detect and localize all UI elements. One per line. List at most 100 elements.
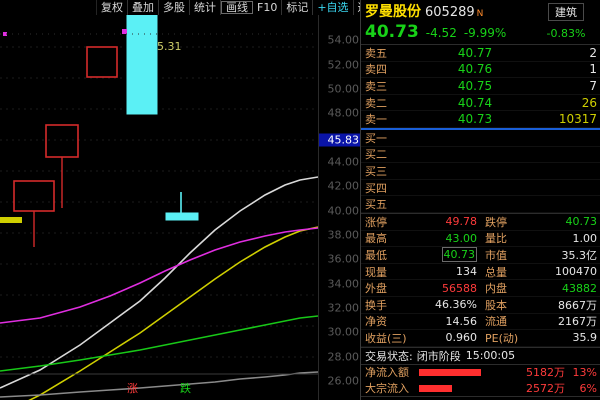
stat-value: 35.3亿 [561,248,598,262]
stat-value: 2167万 [558,315,597,329]
chart-price-label: 5.31 [157,40,182,53]
ask-level-label: 卖四 [365,63,387,77]
ask-volume: 26 [581,95,597,110]
toolbar-button-2[interactable]: 多股 [159,0,190,15]
stats-row-2: 最低 40.73 市值 35.3亿 [361,247,600,264]
axis-tick-0: 54.00 [327,33,360,47]
stat-key: 现量 [365,265,387,279]
stats-row-1: 最高 43.00 量比 1.00 [361,231,600,248]
stat-key: 最低 [365,248,387,262]
ask-price: 40.73 [457,112,493,127]
candles [0,15,199,247]
stat-key: 涨停 [365,215,387,229]
sector-box[interactable]: 建筑 [535,3,597,21]
stats-row-7: 收益(三) 0.960 PE(动) 35.9 [361,330,600,347]
flow-percent: 6% [579,381,597,395]
stat-cell-5-1: 股本 8667万 [481,297,600,313]
stats-row-0: 涨停 49.78 跌停 40.73 [361,214,600,231]
bid-row-1[interactable]: 买二 [361,147,600,164]
candle-current-cyan [165,192,199,221]
quote-panel: 罗曼股份 605289 N 建筑 40.73 -4.52 -9.99% -0.8… [360,0,600,400]
stat-value: 1.00 [572,231,598,245]
bid-row-3[interactable]: 买四 [361,180,600,197]
chart-legend: 涨 跌 [0,380,318,396]
ma-line-green [0,315,318,372]
stat-cell-3-0: 现量 134 [361,264,481,280]
candle-up-3 [86,46,118,78]
bid-level-label: 买二 [365,148,387,162]
stat-key: 换手 [365,298,387,312]
stat-key: 流通 [485,315,507,329]
flow-label: 大宗流入 [365,382,409,396]
stat-value: 100470 [555,265,597,279]
toolbar-button-4[interactable]: 画线 [221,1,253,14]
axis-cursor-price: 45.83 [319,133,361,147]
price-change-percent: -9.99% [463,26,507,40]
ask-row-0[interactable]: 卖五 40.77 2 [361,45,600,62]
stat-key: 外盘 [365,282,387,296]
chart-gridlines [0,33,318,374]
axis-tick-6: 40.00 [327,204,360,218]
stat-key: 净资 [365,315,387,329]
axis-tick-4: 44.00 [327,155,360,169]
cursor-marks [3,29,127,36]
tick-row-0[interactable]: 14:5440.731B [361,397,600,400]
stat-cell-0-1: 跌停 40.73 [481,214,600,230]
toolbar-button-3[interactable]: 统计 [190,0,221,15]
quote-header: 罗曼股份 605289 N 建筑 40.73 -4.52 -9.99% -0.8… [361,0,600,45]
legend-down-marker: 跌 [180,382,191,395]
ask-price: 40.74 [457,95,493,110]
stat-value: 35.9 [572,331,598,345]
stat-key: 收益(三) [365,331,407,345]
stat-cell-5-0: 换手 46.36% [361,297,481,313]
flow-amount: 2572万 [526,382,565,396]
bid-level-label: 买四 [365,181,387,195]
stat-key: 内盘 [485,282,507,296]
toolbar-button-7[interactable]: +自选 [313,0,354,15]
flow-row-1: 大宗流入 2572万 6% [361,380,600,396]
bid-row-0[interactable]: 买一 [361,130,600,147]
stat-key: 市值 [485,248,507,262]
tick-list[interactable]: 14:5440.731B14:5440.731B [361,397,600,400]
ask-level-label: 卖三 [365,79,387,93]
ask-level-label: 卖一 [365,113,387,127]
bid-row-2[interactable]: 买三 [361,163,600,180]
trading-status-time: 15:00:05 [465,349,516,363]
stat-key: 总量 [485,265,507,279]
last-price: 40.73 [365,22,419,42]
tick-direction: B [581,398,597,400]
stats-row-3: 现量 134 总量 100470 [361,264,600,281]
stat-cell-6-1: 流通 2167万 [481,313,600,329]
toolbar-button-0[interactable]: 复权 [97,0,128,15]
stat-cell-1-1: 量比 1.00 [481,230,600,246]
stats-row-4: 外盘 56588 内盘 43882 [361,280,600,297]
toolbar-button-6[interactable]: 标记 [282,0,314,15]
stock-code: 605289 [425,5,475,20]
stat-cell-0-0: 涨停 49.78 [361,214,481,230]
ask-level-label: 卖五 [365,46,387,60]
ma-line-white [0,176,318,389]
stat-value: 8667万 [558,298,597,312]
capital-flow-section: 净流入额 5182万 13% 大宗流入 2572万 6% [361,365,600,397]
ask-rows: 卖五 40.77 2 卖四 40.76 1 卖三 40.75 7 卖二 40.74 26 卖一 40.73… [361,45,600,128]
stat-cell-1-0: 最高 43.00 [361,230,481,246]
ask-row-4[interactable]: 卖一 40.73 10317 [361,111,600,128]
stat-value: 134 [456,265,477,279]
stat-cell-6-0: 净资 14.56 [361,313,481,329]
ask-row-3[interactable]: 卖二 40.74 26 [361,95,600,112]
stock-flag-new: N [476,9,484,19]
bid-row-4[interactable]: 买五 [361,196,600,213]
stats-row-5: 换手 46.36% 股本 8667万 [361,297,600,314]
toolbar-button-5[interactable]: F10 [253,0,283,15]
bid-level-label: 买一 [365,131,387,145]
ask-row-1[interactable]: 卖四 40.76 1 [361,62,600,79]
bid-level-label: 买三 [365,164,387,178]
candlestick-chart[interactable]: 5.31 涨 跌 [0,15,318,400]
flow-bar [419,368,481,376]
toolbar-button-1[interactable]: 叠加 [128,0,159,15]
ask-level-label: 卖二 [365,96,387,110]
ask-row-2[interactable]: 卖三 40.75 7 [361,78,600,95]
stat-key: 最高 [365,232,387,246]
